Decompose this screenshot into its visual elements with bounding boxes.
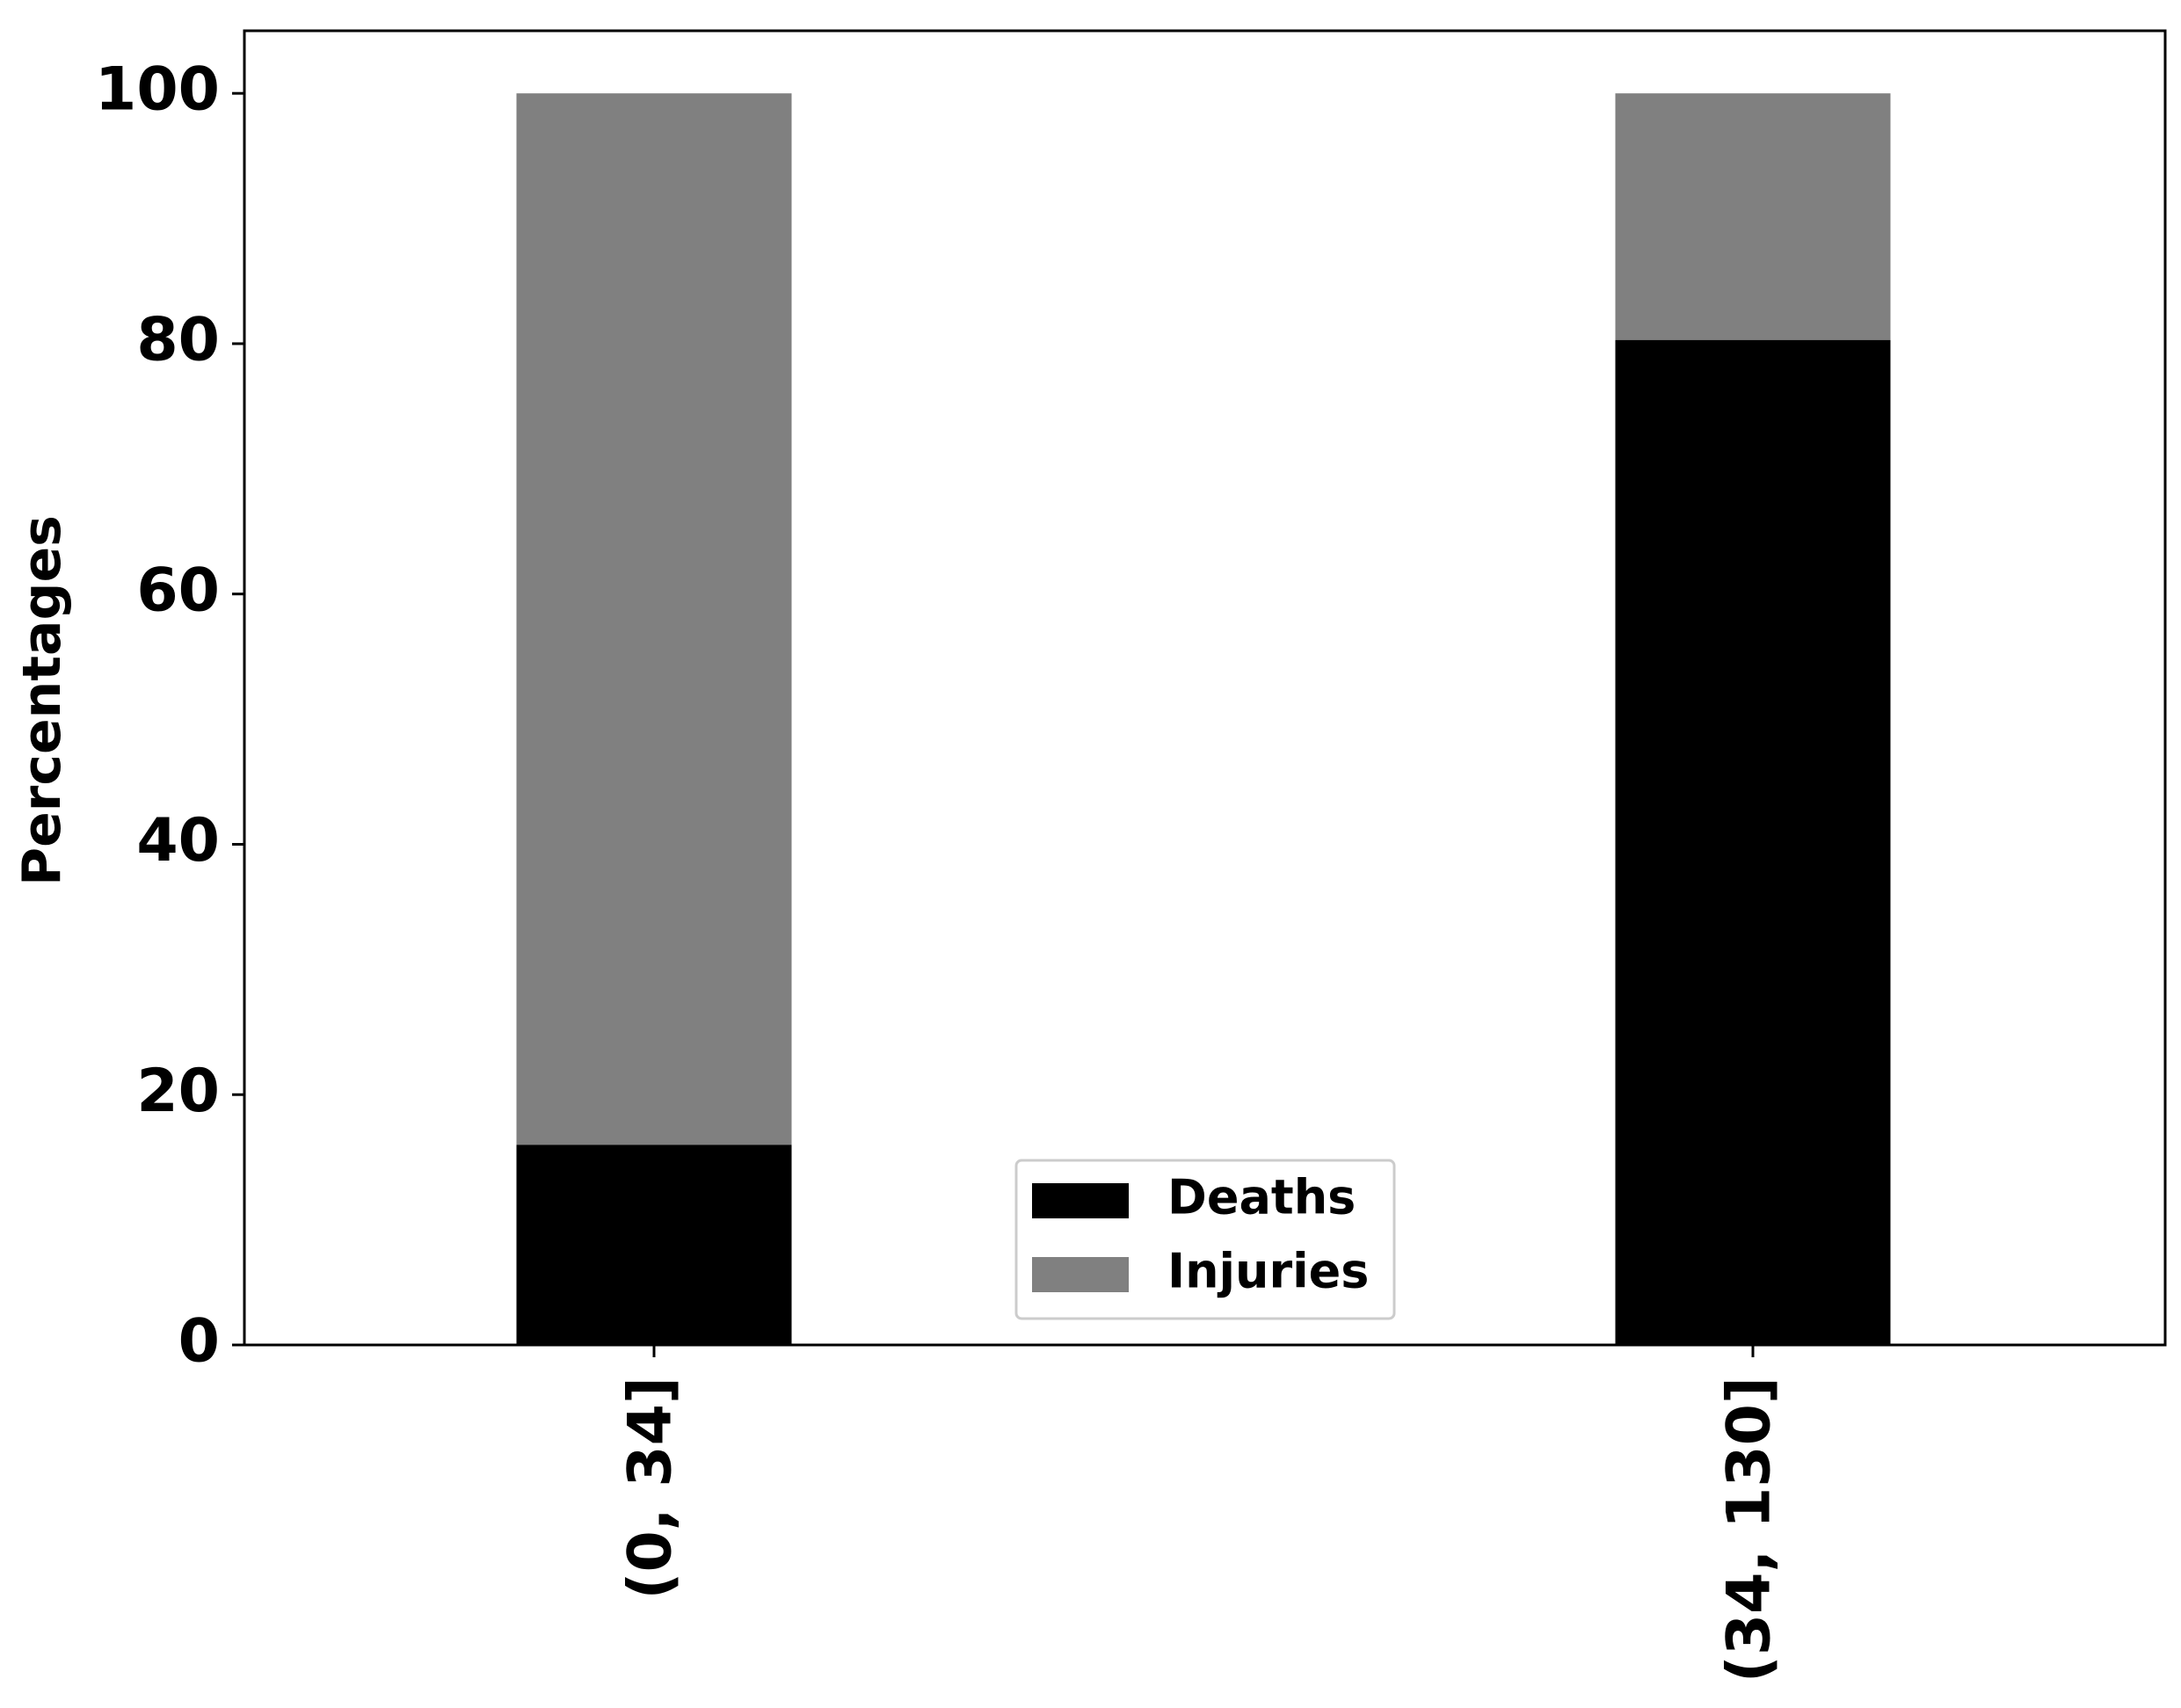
- y-tick-label: 40: [136, 806, 220, 876]
- y-tick-label: 0: [178, 1307, 220, 1377]
- bar-injuries-1: [516, 93, 792, 1145]
- legend: Deaths Injuries: [1014, 1159, 1396, 1320]
- bar-deaths-1: [516, 1145, 792, 1345]
- plot-frame: [243, 29, 2167, 1347]
- bars-layer: [516, 93, 1891, 1346]
- legend-label-deaths: Deaths: [1167, 1170, 1356, 1225]
- x-axis-ticks: (0, 34] (34, 130]: [616, 1345, 1785, 1683]
- bar-injuries-2: [1615, 93, 1891, 340]
- y-tick-label: 20: [136, 1057, 220, 1126]
- legend-swatch-injuries: [1032, 1257, 1129, 1292]
- legend-label-injuries: Injuries: [1167, 1244, 1369, 1299]
- bar-deaths-2: [1615, 339, 1891, 1346]
- y-tick-label: 100: [95, 55, 220, 125]
- y-axis-ticks: 0 20 40 60 80 100: [95, 55, 244, 1377]
- y-axis-label: Percentages: [11, 515, 73, 886]
- x-tick-label: (34, 130]: [1715, 1377, 1785, 1683]
- legend-swatch-deaths: [1032, 1183, 1129, 1218]
- x-tick-label: (0, 34]: [616, 1377, 686, 1600]
- y-tick-label: 80: [136, 305, 220, 374]
- y-tick-label: 60: [136, 556, 220, 625]
